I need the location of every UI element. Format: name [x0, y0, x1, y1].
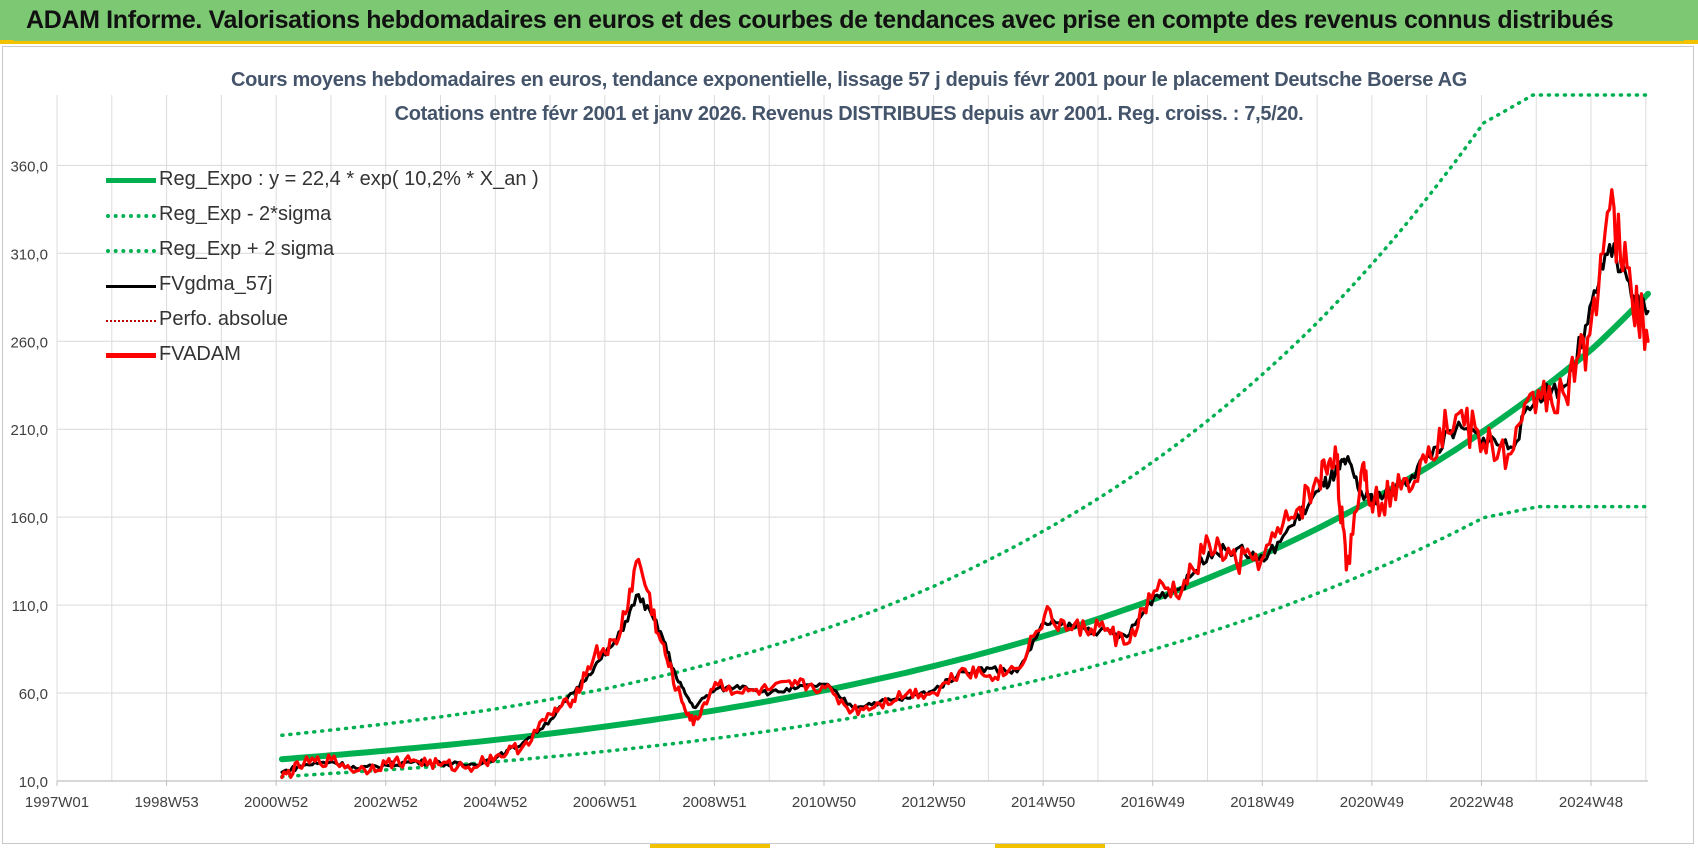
- legend-swatch-fvadam: [106, 353, 156, 358]
- y-tick-label: 260,0: [10, 334, 48, 351]
- y-tick-label: 160,0: [10, 510, 48, 527]
- bottom-accent-2: [995, 844, 1105, 848]
- y-tick-label: 360,0: [10, 158, 48, 175]
- x-tick-label: 2008W51: [682, 794, 746, 811]
- x-tick-label: 2012W50: [901, 794, 965, 811]
- page-title: ADAM Informe. Valorisations hebdomadaire…: [26, 6, 1614, 34]
- legend-item-reg-exp-plus: Reg_Exp + 2 sigma: [106, 234, 566, 269]
- x-tick-label: 2016W49: [1121, 794, 1185, 811]
- legend-item-reg-expo: Reg_Expo : y = 22,4 * exp( 10,2% * X_an …: [106, 164, 566, 199]
- legend-item-fvadam: FVADAM: [106, 339, 566, 374]
- series-reg-exp-plus-2sigma: [280, 93, 1650, 738]
- chart-title: Cours moyens hebdomadaires en euros, ten…: [230, 69, 1468, 91]
- y-tick-label: 10,0: [19, 774, 48, 791]
- chart-legend: Reg_Expo : y = 22,4 * exp( 10,2% * X_an …: [106, 164, 566, 374]
- legend-swatch-reg-exp-plus: [106, 249, 156, 253]
- legend-swatch-reg-exp-minus: [106, 214, 156, 218]
- x-tick-label: 2002W52: [354, 794, 418, 811]
- series-reg-exp-minus-2sigma: [280, 504, 1650, 779]
- x-tick-label: 2018W49: [1230, 794, 1294, 811]
- legend-label-reg-exp-minus: Reg_Exp - 2*sigma: [159, 203, 332, 225]
- legend-item-fvgdma: FVgdma_57j: [106, 269, 566, 304]
- legend-label-reg-exp-plus: Reg_Exp + 2 sigma: [159, 238, 335, 260]
- x-tick-label: 2006W51: [573, 794, 637, 811]
- bottom-accent-1: [650, 844, 770, 848]
- x-tick-label: 1997W01: [25, 794, 89, 811]
- x-tick-label: 2022W48: [1449, 794, 1513, 811]
- corner-accent-left: [0, 40, 14, 44]
- x-tick-label: 2014W50: [1011, 794, 1075, 811]
- chart-subtitle: Cotations entre févr 2001 et janv 2026. …: [394, 103, 1304, 125]
- legend-item-reg-exp-minus: Reg_Exp - 2*sigma: [106, 199, 566, 234]
- chart-series: [278, 93, 1651, 780]
- legend-item-perfo-absolue: Perfo. absolue: [106, 304, 566, 339]
- y-tick-label: 60,0: [19, 686, 48, 703]
- header-banner: ADAM Informe. Valorisations hebdomadaire…: [0, 0, 1698, 44]
- legend-swatch-fvgdma: [106, 285, 156, 288]
- x-tick-label: 2024W48: [1559, 794, 1623, 811]
- series-fvadam: [280, 188, 1650, 780]
- x-tick-label: 2010W50: [792, 794, 856, 811]
- legend-label-fvgdma: FVgdma_57j: [159, 273, 273, 295]
- x-tick-label: 2020W49: [1340, 794, 1404, 811]
- legend-swatch-perfo-absolue: [106, 320, 156, 322]
- x-tick-label: 2000W52: [244, 794, 308, 811]
- legend-label-perfo-absolue: Perfo. absolue: [159, 308, 288, 330]
- corner-accent-right: [1684, 40, 1698, 44]
- legend-label-fvadam: FVADAM: [159, 343, 241, 365]
- chart-axes: 10,0 60,0 110,0 160,0 210,0 260,0 310,0 360,0 19…: [10, 158, 1648, 811]
- x-tick-label: 2004W52: [463, 794, 527, 811]
- legend-swatch-reg-expo: [106, 178, 156, 183]
- y-tick-label: 210,0: [10, 422, 48, 439]
- legend-label-reg-expo: Reg_Expo : y = 22,4 * exp( 10,2% * X_an …: [159, 168, 539, 190]
- y-tick-label: 310,0: [10, 246, 48, 263]
- chart-grid: [56, 95, 1648, 782]
- x-tick-label: 1998W53: [134, 794, 198, 811]
- y-tick-label: 110,0: [12, 598, 48, 615]
